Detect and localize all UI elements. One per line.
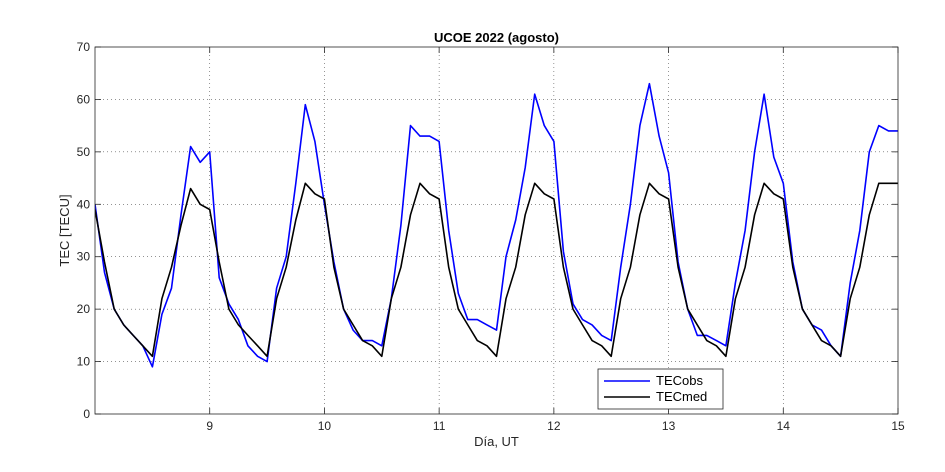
y-axis-label: TEC [TECU] [57, 194, 72, 266]
y-tick-label: 30 [77, 250, 91, 264]
legend-box [597, 368, 724, 410]
chart-title: UCOE 2022 (agosto) [434, 30, 559, 45]
x-tick-label: 10 [318, 419, 332, 433]
x-tick-label: 13 [662, 419, 676, 433]
y-tick-label: 50 [77, 145, 91, 159]
series-line-tecobs [95, 82, 898, 368]
y-tick-label: 70 [77, 40, 91, 54]
legend-label-tecmed: TECmed [656, 389, 707, 404]
legend-label-tecobs: TECobs [656, 373, 703, 388]
series-layer [95, 82, 898, 368]
ticks: 0 10 20 30 40 50 60 70 9 10 11 12 13 14 15 [77, 40, 905, 433]
plot-frame [94, 46, 899, 415]
y-tick-label: 40 [77, 197, 91, 211]
y-tick-label: 0 [83, 407, 90, 421]
x-axis-label: Día, UT [474, 434, 519, 449]
x-tick-label: 11 [433, 419, 446, 433]
x-tick-label: 15 [891, 419, 905, 433]
x-tick-label: 14 [777, 419, 791, 433]
series-line-tecmed [95, 182, 898, 358]
x-tick-label: 12 [547, 419, 561, 433]
y-tick-label: 60 [77, 92, 91, 106]
x-tick-label: 9 [206, 419, 213, 433]
y-tick-label: 10 [77, 355, 91, 369]
y-tick-label: 20 [77, 302, 91, 316]
